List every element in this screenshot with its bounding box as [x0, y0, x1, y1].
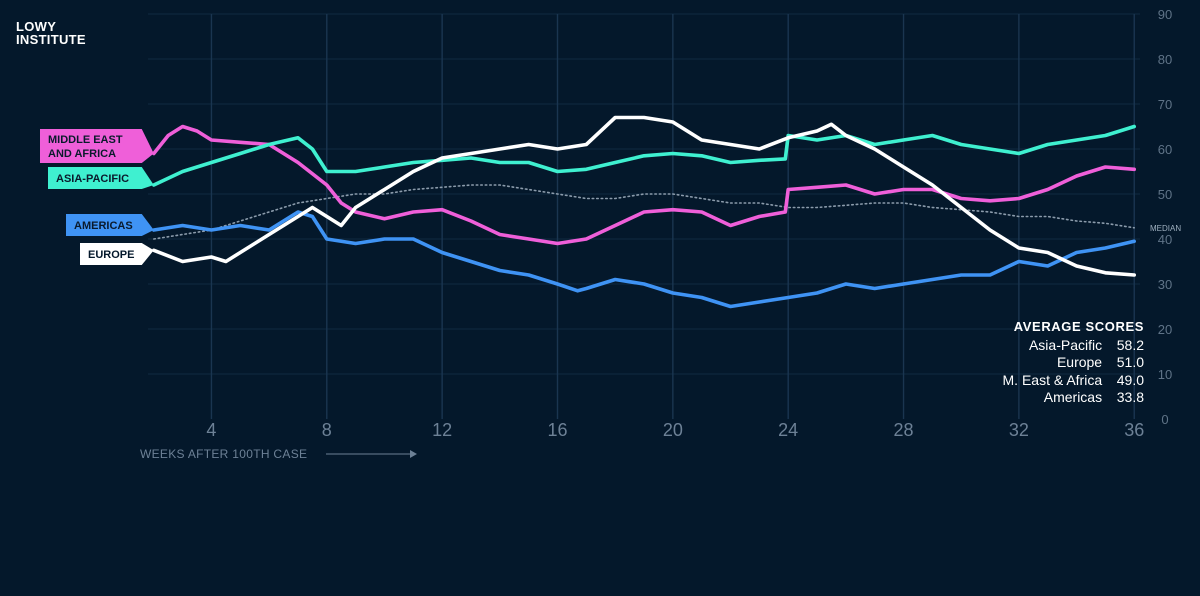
series-tag-label: AMERICAS [74, 220, 133, 232]
series-tag-label: MIDDLE EAST [48, 134, 123, 146]
y-tick-label: 60 [1158, 142, 1172, 157]
average-score-label: Americas [1043, 389, 1103, 405]
series-tag-label: ASIA-PACIFIC [56, 173, 129, 185]
average-score-label: M. East & Africa [1002, 371, 1103, 388]
average-score-value: 33.8 [1116, 389, 1144, 405]
y-tick-label: 30 [1158, 277, 1172, 292]
average-score-row: Europe 51.0 [1003, 354, 1144, 372]
y-tick-label: 0 [1161, 412, 1168, 427]
y-tick-label: 40 [1158, 232, 1172, 247]
series-line-asia-pacific [152, 124, 1136, 187]
average-score-value: 51.0 [1116, 354, 1144, 370]
average-scores-title: AVERAGE SCORES [1013, 319, 1144, 334]
y-tick-label: 70 [1158, 97, 1172, 112]
average-scores-panel: AVERAGE SCORES Asia-Pacific 58.2 Europe … [1003, 318, 1144, 407]
y-tick-label: 10 [1158, 367, 1172, 382]
x-axis-arrowhead [410, 450, 417, 458]
series-tag-middle-east-and-africa [40, 129, 154, 163]
series-line-americas [152, 210, 1136, 309]
brand-line-2: INSTITUTE [16, 32, 86, 47]
x-tick-label: 12 [432, 420, 452, 440]
series-line-europe [152, 115, 1136, 277]
average-score-value: 49.0 [1116, 371, 1144, 388]
x-tick-label: 24 [778, 420, 798, 440]
median-label: MEDIAN [1150, 224, 1181, 233]
x-tick-label: 20 [663, 420, 683, 440]
brand-logo: LOWY INSTITUTE [16, 20, 86, 46]
average-score-label: Europe [1056, 354, 1103, 370]
average-score-value: 58.2 [1116, 336, 1144, 353]
series-tag-europe [80, 243, 154, 265]
x-tick-label: 4 [206, 420, 216, 440]
average-score-row: Americas 33.8 [1003, 389, 1144, 407]
y-tick-label: 50 [1158, 187, 1172, 202]
average-score-row: M. East & Africa 49.0 [1003, 372, 1144, 390]
x-axis-label: WEEKS AFTER 100TH CASE [140, 447, 307, 461]
x-tick-label: 36 [1124, 420, 1144, 440]
series-tag-asia-pacific [48, 167, 154, 189]
series-tag-label: EUROPE [88, 249, 134, 261]
series-tag-label: AND AFRICA [48, 148, 116, 160]
y-tick-label: 90 [1158, 7, 1172, 22]
x-tick-label: 32 [1009, 420, 1029, 440]
x-tick-label: 8 [322, 420, 332, 440]
average-score-label: Asia-Pacific [1028, 336, 1103, 353]
y-tick-label: 80 [1158, 52, 1172, 67]
x-tick-label: 16 [547, 420, 567, 440]
series-tag-americas [66, 214, 154, 236]
brand-line-1: LOWY [16, 19, 57, 34]
series-line-middle-east-and-africa [152, 124, 1136, 246]
x-tick-label: 28 [894, 420, 914, 440]
average-score-row: Asia-Pacific 58.2 [1003, 337, 1144, 355]
series-line-median [153, 184, 1135, 240]
y-tick-label: 20 [1158, 322, 1172, 337]
